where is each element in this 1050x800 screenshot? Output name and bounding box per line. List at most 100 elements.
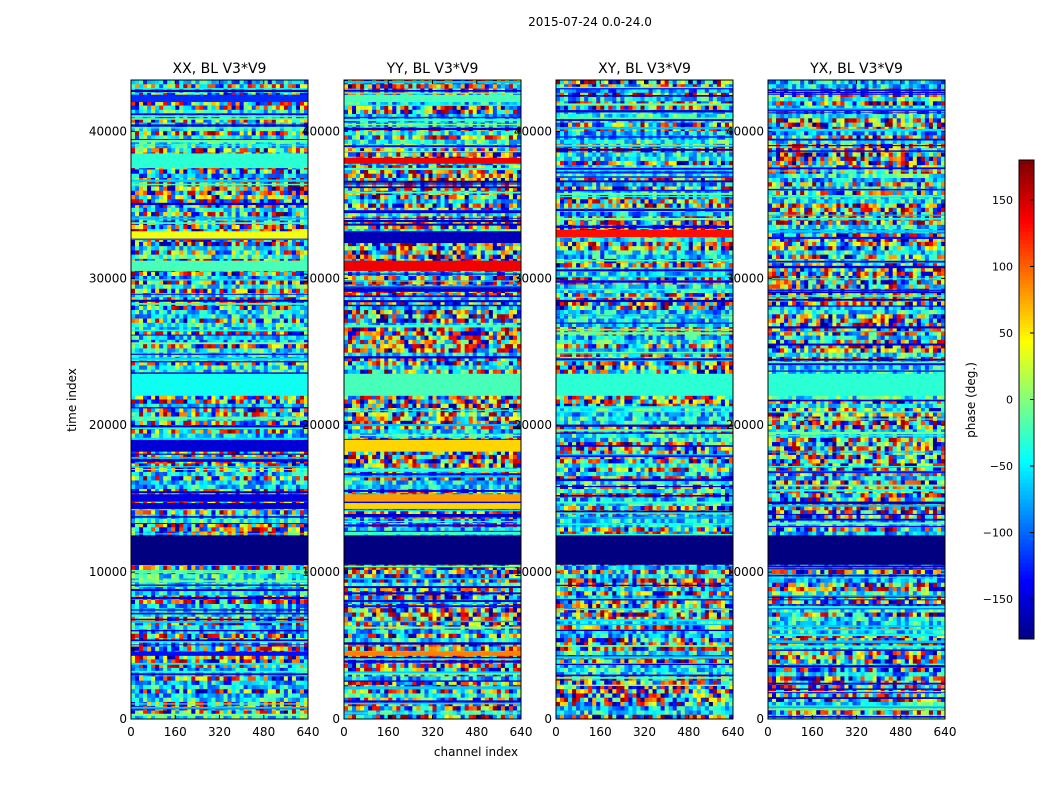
heatmap-cell <box>223 275 228 281</box>
heatmap-cell <box>131 408 136 413</box>
heatmap-cell <box>223 118 228 123</box>
heatmap-cell <box>227 173 232 179</box>
heatmap-cell <box>239 352 245 358</box>
heatmap-cell <box>231 297 236 302</box>
heatmap-cell <box>179 271 184 277</box>
heatmap-cell <box>183 369 188 375</box>
heatmap-cell <box>247 352 253 358</box>
heatmap-cell <box>263 318 269 324</box>
heatmap-cell <box>159 450 164 456</box>
heatmap-cell <box>155 399 160 405</box>
heatmap-cell <box>171 399 176 405</box>
heatmap-cell <box>183 361 188 366</box>
heatmap-cell <box>163 433 168 439</box>
heatmap-cell <box>183 224 188 230</box>
heatmap-cell <box>235 199 241 204</box>
heatmap-cell <box>195 207 200 213</box>
heatmap-cell <box>239 310 245 315</box>
heatmap-cell <box>263 84 269 89</box>
heatmap-cell <box>203 135 208 141</box>
heatmap-cell <box>255 293 261 298</box>
heatmap-cell <box>243 450 249 456</box>
heatmap-cell <box>175 318 180 324</box>
heatmap-cell <box>283 297 289 302</box>
heatmap-cell <box>219 395 224 400</box>
heatmap-cell <box>215 335 220 341</box>
heatmap-cell <box>295 199 301 204</box>
heatmap-cell <box>243 105 249 111</box>
heatmap-cell <box>239 203 245 209</box>
heatmap-cell <box>155 186 160 192</box>
heatmap-cell <box>179 199 184 204</box>
heatmap-cell <box>247 518 253 524</box>
heatmap-cell <box>299 131 305 136</box>
heatmap-cell <box>179 331 184 336</box>
heatmap-cell <box>211 322 216 328</box>
heatmap-cell <box>267 523 273 528</box>
heatmap-cell <box>151 344 156 349</box>
heatmap-cell <box>207 348 212 354</box>
heatmap-cell <box>191 126 196 132</box>
heatmap-cell <box>295 339 301 345</box>
heatmap-cell <box>187 224 192 230</box>
heatmap-cell <box>295 523 301 528</box>
heatmap-cell <box>175 297 180 302</box>
heatmap-cell <box>227 395 232 400</box>
heatmap-cell <box>271 241 277 247</box>
heatmap-cell <box>255 84 261 89</box>
heatmap-cell <box>211 471 216 477</box>
heatmap-cell <box>191 207 196 213</box>
heatmap-cell <box>191 480 196 486</box>
heatmap-cell <box>263 297 269 302</box>
heatmap-cell <box>239 369 245 375</box>
heatmap-cell <box>239 331 245 336</box>
heatmap-cell <box>187 348 192 354</box>
heatmap-cell <box>187 186 192 192</box>
heatmap-cell <box>283 169 289 175</box>
heatmap-cell <box>175 310 180 315</box>
heatmap-cell <box>243 254 249 260</box>
heatmap-cell <box>195 284 200 290</box>
heatmap-cell <box>207 310 212 315</box>
heatmap-cell <box>183 471 188 477</box>
heatmap-cell <box>255 246 261 251</box>
heatmap-cell <box>271 339 277 345</box>
heatmap-cell <box>291 195 297 200</box>
heatmap-cell <box>155 207 160 213</box>
heatmap-cell <box>271 135 277 141</box>
heatmap-cell <box>179 288 184 294</box>
heatmap-cell <box>243 173 249 179</box>
heatmap-cell <box>295 143 301 149</box>
heatmap-cell <box>167 284 172 290</box>
heatmap-cell <box>263 527 269 532</box>
heatmap-cell <box>155 331 160 336</box>
heatmap-cell <box>135 527 140 532</box>
heatmap-cell <box>171 395 176 400</box>
heatmap-cell <box>303 84 309 89</box>
heatmap-cell <box>239 224 245 230</box>
heatmap-cell <box>207 480 212 486</box>
heatmap-cell <box>259 527 265 532</box>
heatmap-cell <box>175 186 180 192</box>
heatmap-cell <box>231 173 236 179</box>
heatmap-cell <box>279 339 285 345</box>
heatmap-cell <box>215 527 220 532</box>
heatmap-cell <box>195 518 200 524</box>
heatmap-cell <box>295 484 301 490</box>
heatmap-cell <box>151 510 156 515</box>
heatmap-cell <box>139 433 144 439</box>
heatmap-cell <box>227 412 232 417</box>
heatmap-cell <box>143 348 148 354</box>
heatmap-cell <box>163 297 168 302</box>
heatmap-cell <box>163 203 168 209</box>
heatmap-cell <box>167 135 172 141</box>
heatmap-cell <box>251 369 257 375</box>
heatmap-cell <box>239 190 245 196</box>
heatmap-cell <box>295 84 301 89</box>
heatmap-cell <box>259 408 265 413</box>
heatmap-cell <box>183 523 188 528</box>
heatmap-cell <box>203 271 208 277</box>
heatmap-cell <box>223 420 228 426</box>
heatmap-cell <box>279 361 285 366</box>
heatmap-cell <box>227 190 232 196</box>
